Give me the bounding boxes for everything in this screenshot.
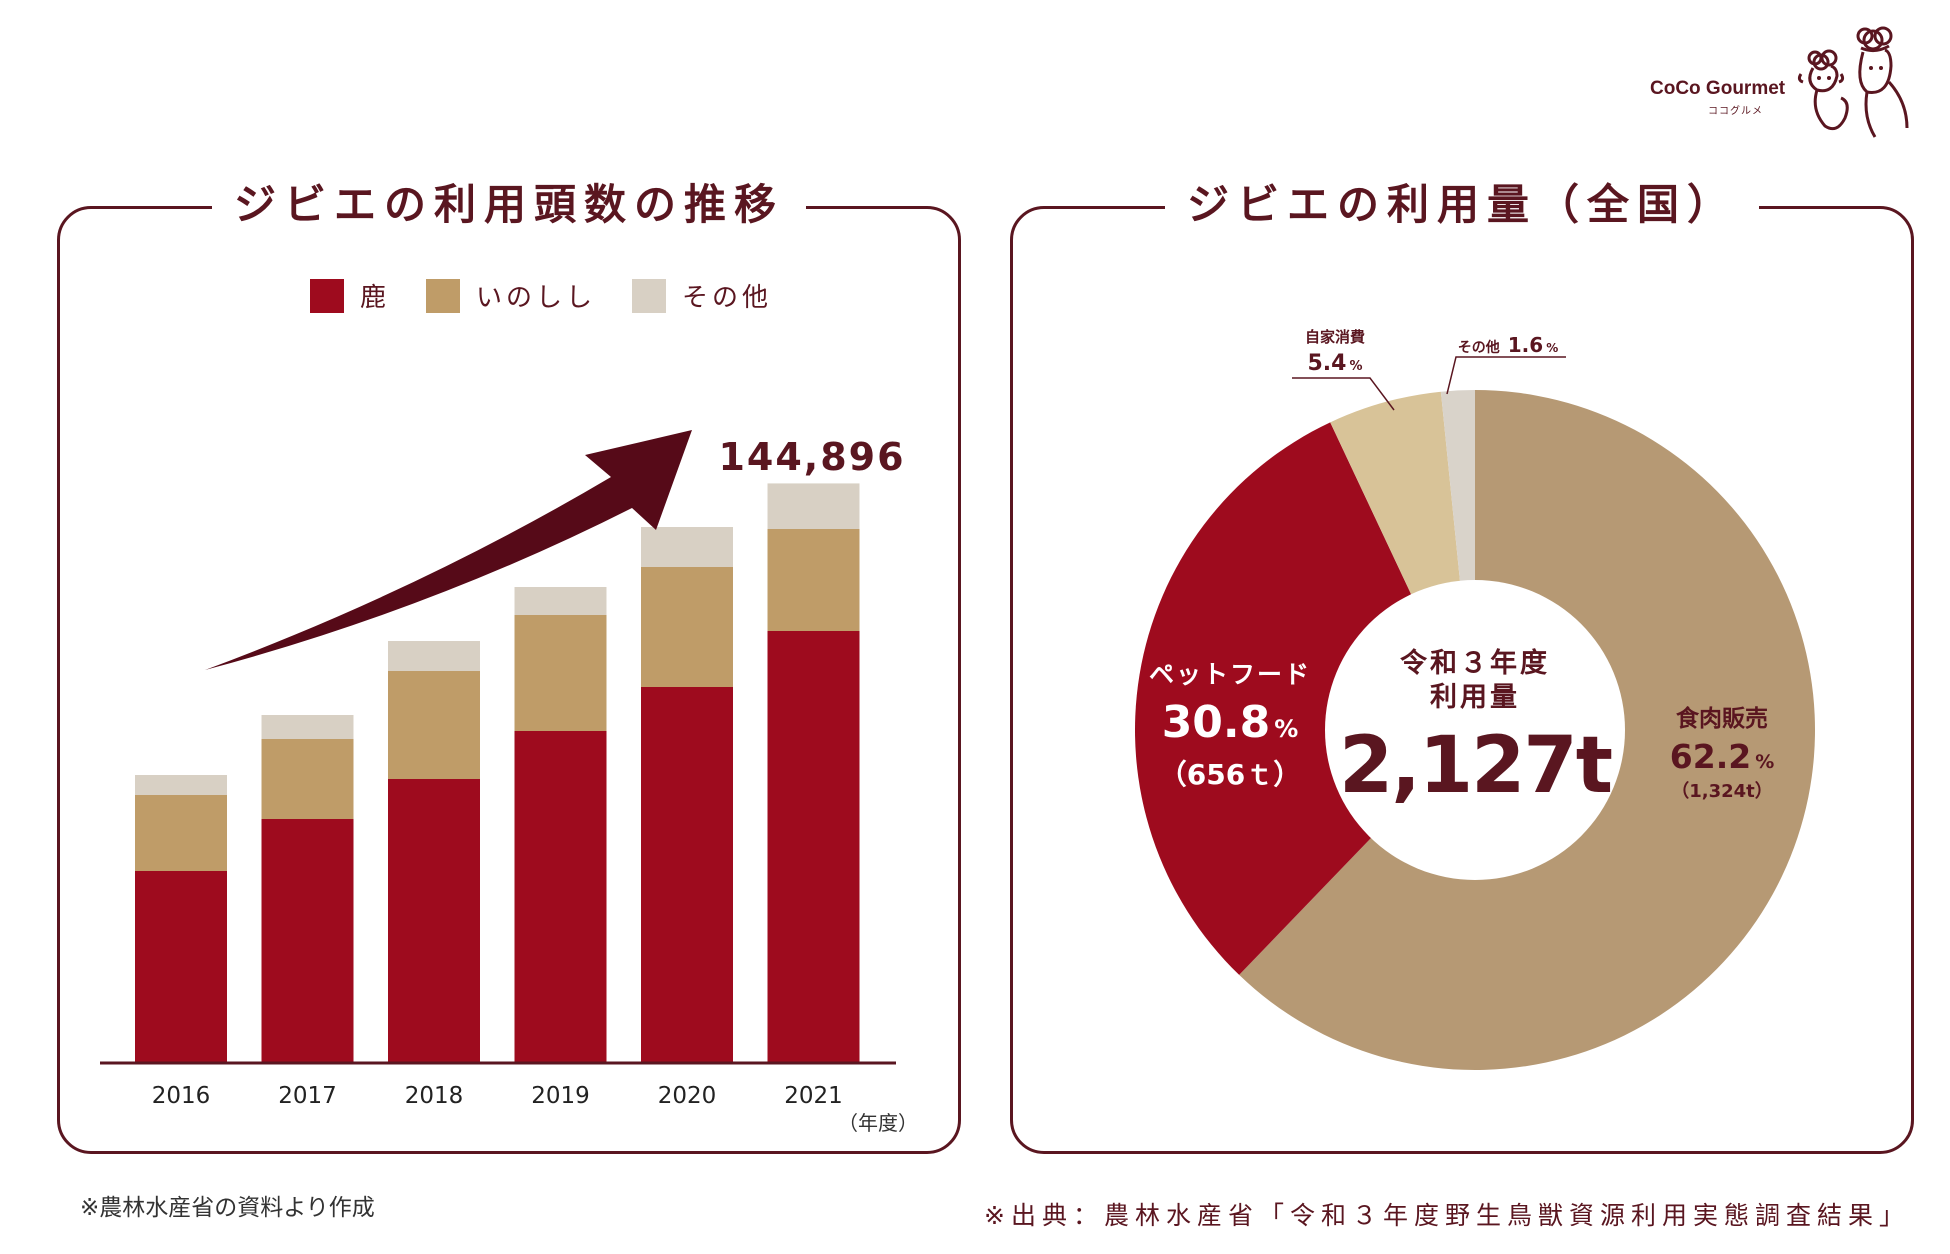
x-tick-label: 2021 (784, 1083, 843, 1109)
pct-unit: % (1274, 715, 1298, 743)
x-tick-label: 2018 (405, 1083, 464, 1109)
legend-label-other: その他 (682, 283, 773, 313)
slice-label-pet: ペットフード (1149, 660, 1311, 689)
center-total-value: 2,127t (1339, 721, 1612, 811)
usage-volume-panel: ジビエの利用量（全国） (1010, 175, 1914, 1154)
slice-pct-pet: 30.8% (1162, 697, 1299, 748)
footnote-source-right: ※出典：農林水産省「令和３年度野生鳥獣資源利用実態調査結果」 (984, 1201, 1910, 1230)
bar-other-2021 (767, 483, 860, 529)
logo-subtext: ココグルメ (1708, 106, 1763, 117)
legend-swatch-boar (426, 278, 461, 313)
center-line-1: 令和３年度 (1400, 647, 1550, 679)
legend-swatch-deer (310, 278, 344, 313)
bar-boar-2016 (135, 795, 227, 871)
total-value-label: 144,896 (718, 435, 905, 479)
legend-item-boar: いのしし (426, 277, 596, 314)
bar-boar-2020 (641, 567, 733, 687)
bar-other-2017 (261, 715, 354, 739)
legend-swatch-other (632, 278, 667, 313)
slice-label-misc: その他 1.6% (1458, 333, 1558, 357)
slice-amount-pet: （656ｔ） (1159, 758, 1301, 791)
bar-other-2019 (514, 587, 607, 615)
x-tick-label: 2016 (152, 1083, 211, 1109)
head-count-panel: ジビエの利用頭数の推移 鹿 いのしし その他 (57, 175, 961, 1154)
bar-other-2020 (641, 527, 733, 567)
bar-deer-2018 (388, 779, 480, 1063)
pct-unit: % (1349, 359, 1362, 374)
slice-label-meat: 食肉販売 (1676, 705, 1768, 732)
slice-pct-meat: 62.2% (1670, 737, 1774, 776)
donut-slice-pet (1135, 422, 1475, 975)
slice-pct-misc-value: 1.6 (1508, 333, 1543, 357)
slice-pct-pet-value: 30.8 (1162, 697, 1271, 748)
bar-deer-2019 (514, 731, 607, 1063)
bar-deer-2016 (135, 871, 227, 1063)
legend-label-boar: いのしし (476, 283, 597, 313)
leader-line-home (1292, 377, 1395, 411)
pct-unit: % (1546, 341, 1558, 355)
brand-logo: CoCo Gourmet ココグルメ (1650, 22, 1910, 152)
slice-pct-home-value: 5.4 (1307, 351, 1346, 376)
x-tick-label: 2020 (658, 1083, 717, 1109)
left-panel-title: ジビエの利用頭数の推移 (211, 175, 807, 235)
slice-pct-home: 5.4% (1307, 351, 1362, 376)
bar-boar-2018 (388, 671, 480, 779)
footnote-source-left: ※農林水産省の資料より作成 (80, 1195, 375, 1221)
x-axis-unit: （年度） (838, 1111, 918, 1135)
pct-unit: % (1755, 751, 1774, 773)
right-panel-title: ジビエの利用量（全国） (1164, 175, 1760, 235)
trend-arrow-icon (205, 430, 692, 670)
x-tick-label: 2019 (531, 1083, 590, 1109)
center-line-2: 利用量 (1430, 682, 1520, 713)
slice-label-home: 自家消費 (1305, 328, 1365, 346)
x-tick-label: 2017 (278, 1083, 337, 1109)
bar-boar-2017 (261, 739, 354, 819)
bar-boar-2019 (514, 615, 607, 731)
bar-deer-2020 (641, 687, 733, 1063)
slice-pct-meat-value: 62.2 (1670, 737, 1751, 776)
bar-boar-2021 (767, 529, 860, 631)
slice-amount-meat: （1,324t） (1671, 781, 1773, 802)
bar-other-2018 (388, 641, 480, 671)
bar-deer-2017 (261, 819, 354, 1063)
donut-hole (1325, 580, 1625, 880)
legend-label-deer: 鹿 (360, 283, 391, 313)
bar-deer-2021 (767, 631, 860, 1063)
legend-item-other: その他 (632, 277, 772, 314)
legend-item-deer: 鹿 (310, 277, 390, 314)
bar-other-2016 (135, 775, 227, 795)
chart-legend: 鹿 いのしし その他 (310, 277, 772, 314)
chef-mascot-icon (1797, 26, 1909, 138)
slice-label-misc-name: その他 (1458, 339, 1500, 356)
leader-line-misc (1446, 356, 1566, 395)
logo-text: CoCo Gourmet (1650, 78, 1786, 99)
